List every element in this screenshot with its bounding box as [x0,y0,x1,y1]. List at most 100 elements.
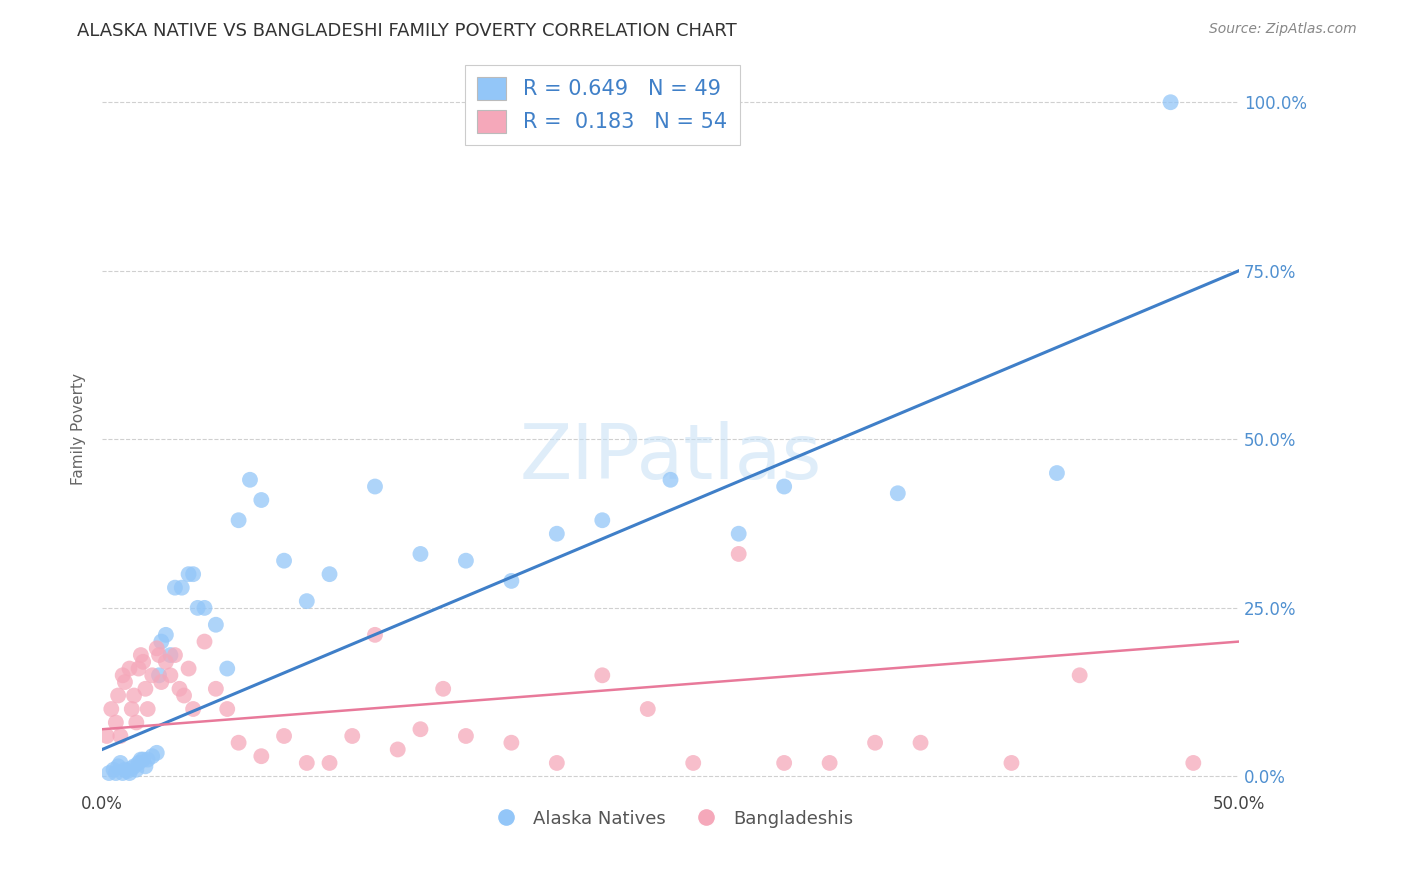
Point [136,702,159,716]
Point [159,668,181,682]
Point [145,746,167,760]
Point [148,668,170,682]
Point [114,763,136,777]
Point [177,567,200,582]
Point [818,756,841,770]
Point [122,759,145,773]
Point [134,759,156,773]
Point [1182,756,1205,770]
Point [364,479,387,493]
Text: ALASKA NATIVE VS BANGLADESHI FAMILY POVERTY CORRELATION CHART: ALASKA NATIVE VS BANGLADESHI FAMILY POVE… [77,22,737,40]
Point [122,689,145,703]
Point [169,681,191,696]
Legend: Alaska Natives, Bangladeshis: Alaska Natives, Bangladeshis [481,803,860,835]
Point [1000,756,1022,770]
Point [115,764,138,778]
Point [187,600,209,615]
Point [205,681,228,696]
Point [193,634,215,648]
Point [501,574,523,588]
Point [103,763,125,777]
Point [887,486,910,500]
Point [163,581,186,595]
Point [454,729,477,743]
Point [141,749,163,764]
Point [98,766,121,780]
Point [96,729,118,743]
Point [134,681,156,696]
Point [409,547,432,561]
Point [364,628,387,642]
Point [121,702,143,716]
Point [155,628,177,642]
Point [104,766,127,780]
Point [454,554,477,568]
Point [228,513,250,527]
Point [1160,95,1182,110]
Point [170,581,193,595]
Point [141,668,163,682]
Point [546,526,568,541]
Point [181,567,204,582]
Point [501,736,523,750]
Point [107,759,129,773]
Point [432,681,454,696]
Point [132,655,155,669]
Point [193,600,215,615]
Point [150,675,173,690]
Point [387,742,409,756]
Point [111,766,134,780]
Point [591,513,613,527]
Point [150,634,173,648]
Point [173,689,195,703]
Point [295,756,318,770]
Point [125,763,148,777]
Point [111,668,134,682]
Point [177,662,200,676]
Point [727,526,749,541]
Point [863,736,886,750]
Point [132,753,155,767]
Point [136,753,159,767]
Point [1069,668,1091,682]
Point [155,655,177,669]
Y-axis label: Family Poverty: Family Poverty [72,373,86,485]
Point [129,753,152,767]
Point [228,736,250,750]
Point [773,756,796,770]
Point [121,761,143,775]
Point [273,554,295,568]
Point [148,648,170,662]
Point [128,662,150,676]
Point [159,648,181,662]
Point [104,715,127,730]
Point [217,662,239,676]
Point [682,756,704,770]
Point [546,756,568,770]
Point [250,493,273,508]
Point [591,668,613,682]
Point [727,547,749,561]
Text: ZIPatlas: ZIPatlas [519,421,821,495]
Point [409,723,432,737]
Point [145,641,167,656]
Point [110,729,132,743]
Point [1046,466,1069,480]
Point [110,756,132,770]
Point [114,675,136,690]
Point [205,617,228,632]
Point [342,729,364,743]
Point [125,715,148,730]
Point [273,729,295,743]
Point [910,736,932,750]
Point [118,662,141,676]
Point [637,702,659,716]
Point [239,473,262,487]
Point [107,689,129,703]
Point [181,702,204,716]
Point [295,594,318,608]
Point [318,567,340,582]
Text: Source: ZipAtlas.com: Source: ZipAtlas.com [1209,22,1357,37]
Point [318,756,340,770]
Point [250,749,273,764]
